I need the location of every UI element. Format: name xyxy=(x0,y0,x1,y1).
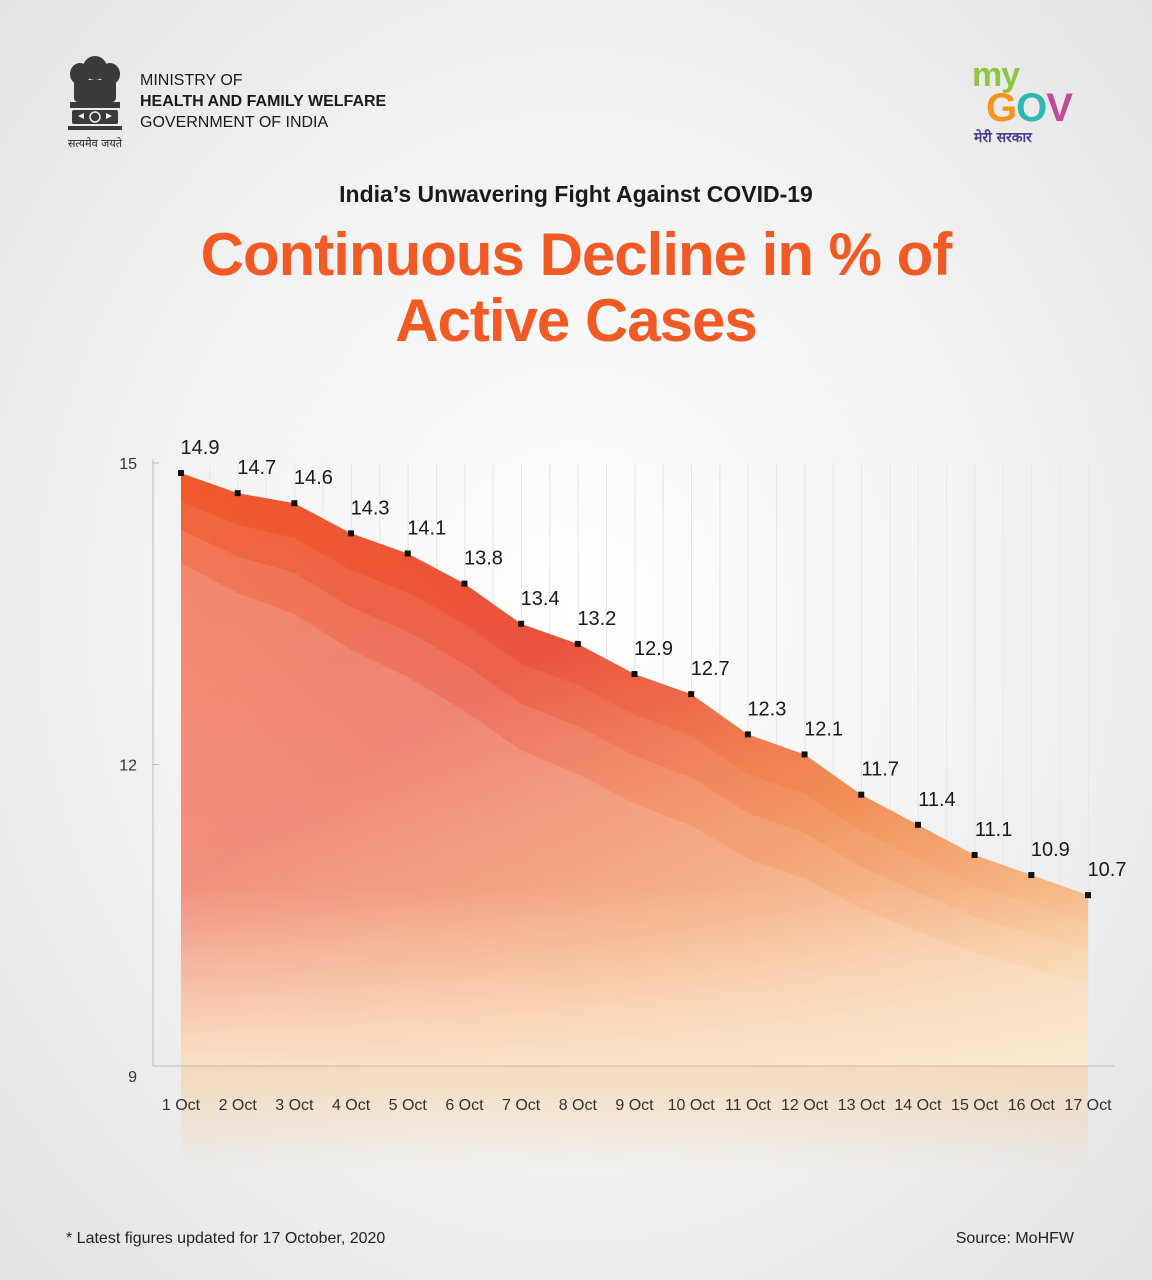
x-tick-label: 13 Oct xyxy=(838,1097,886,1114)
ministry-line-2: HEALTH AND FAMILY WELFARE xyxy=(140,93,387,110)
data-label: 14.9 xyxy=(181,437,220,459)
page-title-line-2: Active Cases xyxy=(395,287,758,354)
x-tick-label: 1 Oct xyxy=(162,1097,201,1114)
ministry-line-3: GOVERNMENT OF INDIA xyxy=(140,114,329,131)
data-point xyxy=(631,671,638,678)
emblem-motto: सत्यमेव जयते xyxy=(67,137,122,150)
source-note: Source: MoHFW xyxy=(955,1230,1074,1247)
data-point xyxy=(404,550,411,557)
data-label: 14.6 xyxy=(294,467,333,489)
mygov-logo-my: my xyxy=(972,56,1020,94)
y-tick-label: 15 xyxy=(119,456,137,473)
data-point xyxy=(1085,892,1091,899)
data-point xyxy=(971,851,978,858)
data-point xyxy=(1028,872,1035,879)
mygov-logo-g: G xyxy=(986,86,1017,130)
mygov-logo-v: V xyxy=(1046,86,1073,130)
x-tick-label: 9 Oct xyxy=(615,1097,654,1114)
axis-layer: 9 12 15 1 Oct 2 Oct 3 Oct 4 Oct 5 Oct 6 Oct 7 Oct… xyxy=(119,456,1115,1114)
data-label: 11.1 xyxy=(975,819,1012,841)
data-label: 13.4 xyxy=(521,588,560,610)
national-emblem: सत्यमेव जयते xyxy=(60,50,130,150)
data-label: 14.7 xyxy=(237,457,276,479)
y-tick-label: 9 xyxy=(128,1069,137,1086)
data-point xyxy=(914,821,921,828)
data-point xyxy=(744,731,751,738)
data-label: 13.2 xyxy=(577,608,616,630)
mygov-logo-gov: GOV xyxy=(986,88,1092,128)
mygov-logo-o: O xyxy=(1016,86,1047,130)
x-tick-label: 12 Oct xyxy=(781,1097,829,1114)
x-tick-label: 4 Oct xyxy=(332,1097,371,1114)
data-point xyxy=(461,580,468,587)
x-tick-label: 8 Oct xyxy=(559,1097,598,1114)
x-tick-label: 16 Oct xyxy=(1008,1097,1056,1114)
data-label: 12.9 xyxy=(634,638,673,660)
data-label: 10.9 xyxy=(1031,839,1070,861)
data-label: 14.1 xyxy=(407,517,446,539)
ministry-title: MINISTRY OF HEALTH AND FAMILY WELFARE GO… xyxy=(140,70,386,133)
x-tick-label: 7 Oct xyxy=(502,1097,541,1114)
x-tick-label: 3 Oct xyxy=(275,1097,314,1114)
data-point xyxy=(574,640,581,647)
data-point xyxy=(858,791,865,798)
x-tick-label: 10 Oct xyxy=(668,1097,716,1114)
x-tick-label: 11 Oct xyxy=(725,1097,772,1114)
lion-capital-icon xyxy=(68,56,122,130)
y-tick-label: 12 xyxy=(119,758,137,775)
x-tick-label: 2 Oct xyxy=(219,1097,258,1114)
x-tick-label: 6 Oct xyxy=(445,1097,484,1114)
data-point xyxy=(178,470,184,477)
x-tick-label: 5 Oct xyxy=(389,1097,428,1114)
x-tick-label: 14 Oct xyxy=(894,1097,942,1114)
x-tick-label: 15 Oct xyxy=(951,1097,999,1114)
data-point xyxy=(234,490,241,497)
footnote: * Latest figures updated for 17 October,… xyxy=(66,1230,386,1247)
data-label: 13.8 xyxy=(464,548,503,570)
page-subtitle: India’s Unwavering Fight Against COVID-1… xyxy=(339,181,813,207)
data-point xyxy=(801,751,808,758)
data-label: 14.3 xyxy=(351,497,390,519)
page-title-line-1: Continuous Decline in % of xyxy=(200,221,953,288)
data-point xyxy=(348,530,355,537)
data-point xyxy=(688,691,695,698)
x-tick-label: 17 Oct xyxy=(1064,1097,1112,1114)
data-label: 12.3 xyxy=(747,698,786,720)
data-label: 10.7 xyxy=(1088,859,1127,881)
page-title: Continuous Decline in % of Active Cases xyxy=(0,222,1152,354)
mygov-logo-tagline: मेरी सरकार xyxy=(974,130,1032,146)
data-label: 11.7 xyxy=(862,759,899,781)
mark-layer: 14.9 14.7 14.6 14.3 14.1 13.8 13.4 13.2 12.9 12.7… xyxy=(178,437,1126,1166)
data-label: 12.1 xyxy=(804,718,843,740)
mygov-logo: my GOV मेरी सरकार xyxy=(972,56,1092,155)
ministry-line-1: MINISTRY OF xyxy=(140,72,243,89)
data-point xyxy=(291,500,298,507)
data-label: 12.7 xyxy=(691,658,730,680)
data-point xyxy=(518,620,525,627)
data-label: 11.4 xyxy=(918,789,955,811)
